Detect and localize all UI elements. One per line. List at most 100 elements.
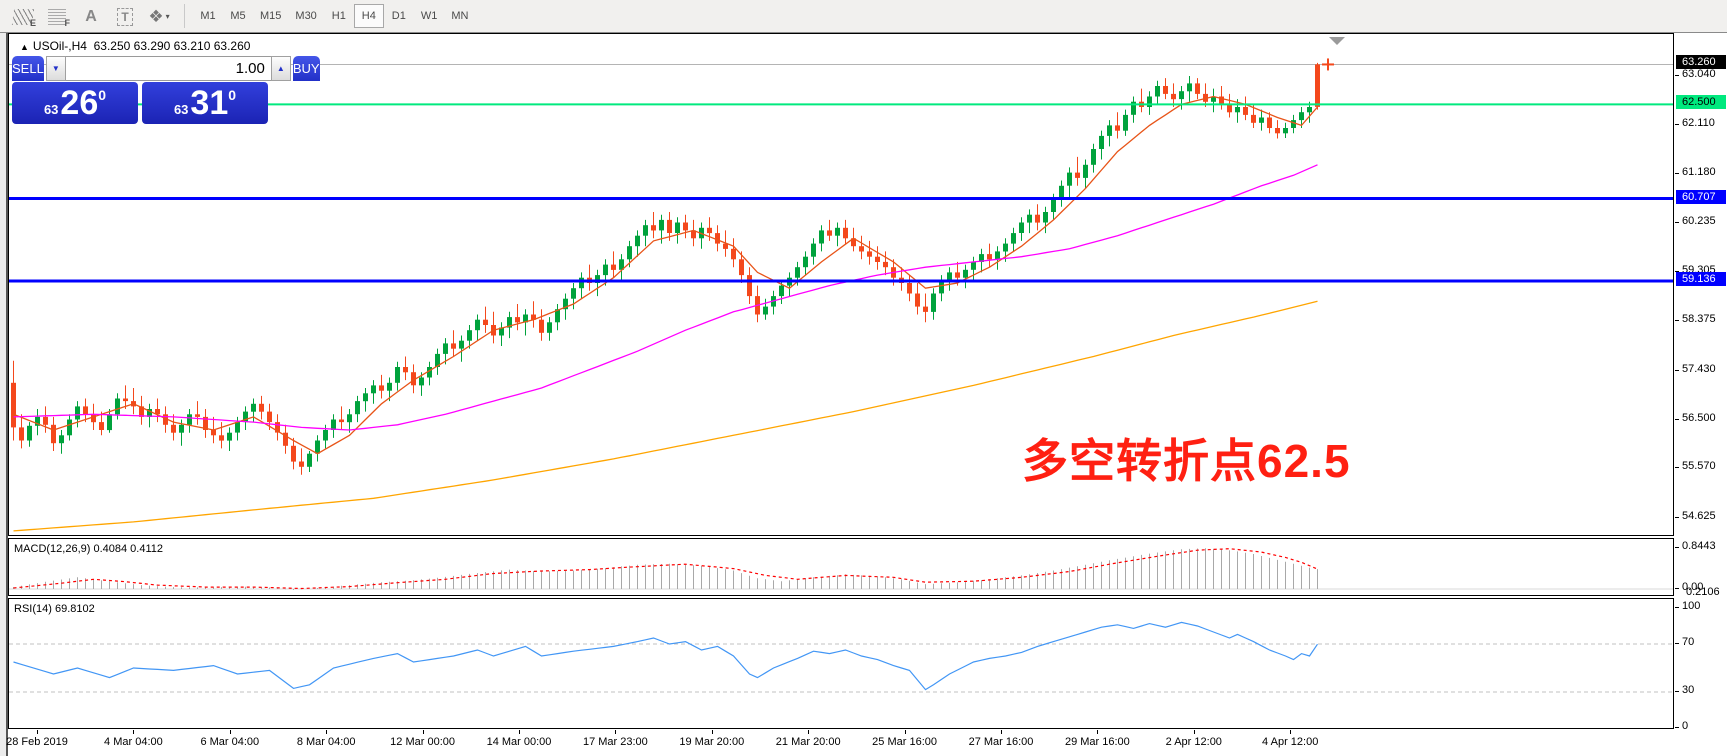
current-price-badge: 63.260 (1676, 55, 1726, 70)
macd-label: MACD(12,26,9) 0.4084 0.4112 (14, 543, 164, 555)
time-tick (133, 730, 135, 734)
axis-tick-label: 63.040 (1682, 68, 1716, 80)
fibonacci-tool-icon[interactable]: F (44, 4, 70, 28)
time-tick-label: 28 Feb 2019 (6, 736, 68, 748)
axis-tick (1675, 222, 1679, 223)
tool-sub-letter: E (29, 18, 36, 28)
time-tick-label: 8 Mar 04:00 (296, 736, 356, 748)
time-tick (1290, 730, 1292, 734)
time-tick-label: 12 Mar 00:00 (390, 736, 456, 748)
time-tick-label: 4 Apr 12:00 (1262, 736, 1319, 748)
chevron-down-icon[interactable]: ▾ (165, 11, 170, 21)
text-box-tool-icon[interactable]: T (112, 4, 138, 28)
timeframe-button-d1[interactable]: D1 (391, 10, 406, 22)
axis-tick-label: 56.500 (1682, 412, 1716, 424)
axis-tick-label: 55.570 (1682, 460, 1716, 472)
volume-decrease-button[interactable]: ▼ (45, 56, 66, 81)
tool-sub-letter: F (64, 18, 71, 28)
time-tick (1001, 730, 1002, 734)
time-tick (326, 730, 328, 734)
volume-input[interactable] (65, 56, 271, 81)
timeframe-button-h4[interactable]: H4 (353, 4, 384, 28)
time-tick (37, 730, 38, 734)
axis-tick (1675, 124, 1679, 125)
time-tick (904, 730, 906, 734)
timeframe-button-h1[interactable]: H1 (331, 10, 346, 22)
time-tick (1097, 730, 1099, 734)
chart-shift-marker-icon[interactable] (1329, 37, 1345, 45)
sell-price-prefix: 63 (43, 102, 59, 117)
volume-increase-button[interactable]: ▲ (270, 56, 291, 81)
time-tick (519, 730, 520, 734)
macd-chart[interactable] (9, 539, 1673, 595)
timeframe-button-m30[interactable]: M30 (295, 10, 317, 22)
buy-button[interactable]: BUY (292, 56, 320, 81)
axis-tick (1675, 75, 1679, 76)
time-tick-label: 29 Mar 16:00 (1064, 736, 1130, 748)
timeframe-button-m15[interactable]: M15 (260, 10, 282, 22)
axis-tick (1675, 607, 1679, 608)
ohlc-values: 63.250 63.290 63.210 63.260 (93, 39, 251, 53)
one-click-trade-panel: SELL ▼ ▲ BUY 63 26 0 63 31 0 (12, 56, 320, 124)
sell-price-box[interactable]: 63 26 0 (12, 82, 138, 124)
last-tick-cross-icon (1322, 58, 1334, 71)
toolbar-separator (184, 4, 185, 28)
equidistant-channel-tool-icon[interactable]: E (10, 4, 36, 28)
axis-tick (1675, 547, 1679, 548)
buy-price-sup: 0 (228, 87, 237, 103)
buy-price-prefix: 63 (173, 102, 189, 117)
time-tick (615, 730, 617, 734)
rsi-axis: 100 70 30 0 (1675, 598, 1727, 732)
mid-ma-line (13, 164, 1318, 431)
arrows-glyph: ❖ (148, 7, 164, 26)
axis-tick-label: 54.625 (1682, 510, 1716, 522)
macd-panel[interactable] (8, 538, 1674, 596)
axis-tick (1675, 271, 1679, 272)
axis-tick (1675, 588, 1679, 589)
candles-layer (11, 62, 1320, 475)
fast-ma-line (13, 95, 1318, 455)
rsi-chart[interactable] (9, 599, 1673, 728)
axis-tick (1675, 727, 1679, 728)
sell-button[interactable]: SELL (12, 56, 44, 81)
axis-tick (1675, 419, 1679, 420)
axis-tick (1675, 370, 1679, 371)
timeframe-button-w1[interactable]: W1 (420, 10, 438, 22)
text-label-tool-icon[interactable]: A (78, 4, 104, 28)
rsi-panel[interactable] (8, 598, 1674, 729)
chart-annotation-text[interactable]: 多空转折点62.5 (1022, 435, 1351, 487)
toolbar: E F A T ❖ ▾ M1 M5 M15 M30 H1 H4 D1 W1 MN (0, 0, 1727, 33)
timeframe-button-m1[interactable]: M1 (200, 10, 216, 22)
slow-ma-line (13, 300, 1318, 532)
axis-tick-label: 70 (1682, 636, 1695, 648)
time-axis: 28 Feb 2019 4 Mar 04:00 6 Mar 04:00 8 Mar 0… (6, 730, 1674, 754)
time-tick (808, 730, 810, 734)
axis-tick-label: 60.235 (1682, 215, 1716, 227)
rsi-label: RSI(14) 69.8102 (14, 603, 95, 615)
letter-a-glyph: A (85, 8, 97, 25)
hline-price-badge: 59.136 (1676, 272, 1726, 287)
axis-tick-label: 61.180 (1682, 166, 1716, 178)
buy-price-main: 31 (190, 84, 229, 122)
main-chart-panel[interactable] (8, 33, 1674, 536)
timeframe-button-m5[interactable]: M5 (230, 10, 246, 22)
letter-t-glyph: T (117, 8, 133, 26)
time-tick-label: 6 Mar 04:00 (200, 736, 260, 748)
candlestick-chart[interactable] (9, 34, 1673, 535)
time-tick-label: 25 Mar 16:00 (872, 736, 938, 748)
symbol-label: USOil-,H4 (32, 39, 87, 53)
axis-tick-label: 0.00 (1682, 581, 1704, 593)
time-tick (422, 730, 424, 734)
time-tick (1193, 730, 1195, 734)
sell-price-main: 26 (60, 84, 99, 122)
arrow-objects-tool-icon[interactable]: ❖ ▾ (146, 4, 172, 28)
timeframe-group: M1 M5 M15 M30 H1 H4 D1 W1 MN (193, 4, 475, 28)
time-tick (711, 730, 713, 734)
time-tick-label: 2 Apr 12:00 (1165, 736, 1222, 748)
dots-glyph (48, 9, 66, 25)
hline-price-badge: 62.500 (1676, 95, 1726, 110)
axis-tick-label: 100 (1682, 600, 1701, 612)
timeframe-button-mn[interactable]: MN (451, 10, 469, 22)
buy-price-box[interactable]: 63 31 0 (142, 82, 268, 124)
collapse-icon[interactable]: ▲ (20, 42, 29, 52)
